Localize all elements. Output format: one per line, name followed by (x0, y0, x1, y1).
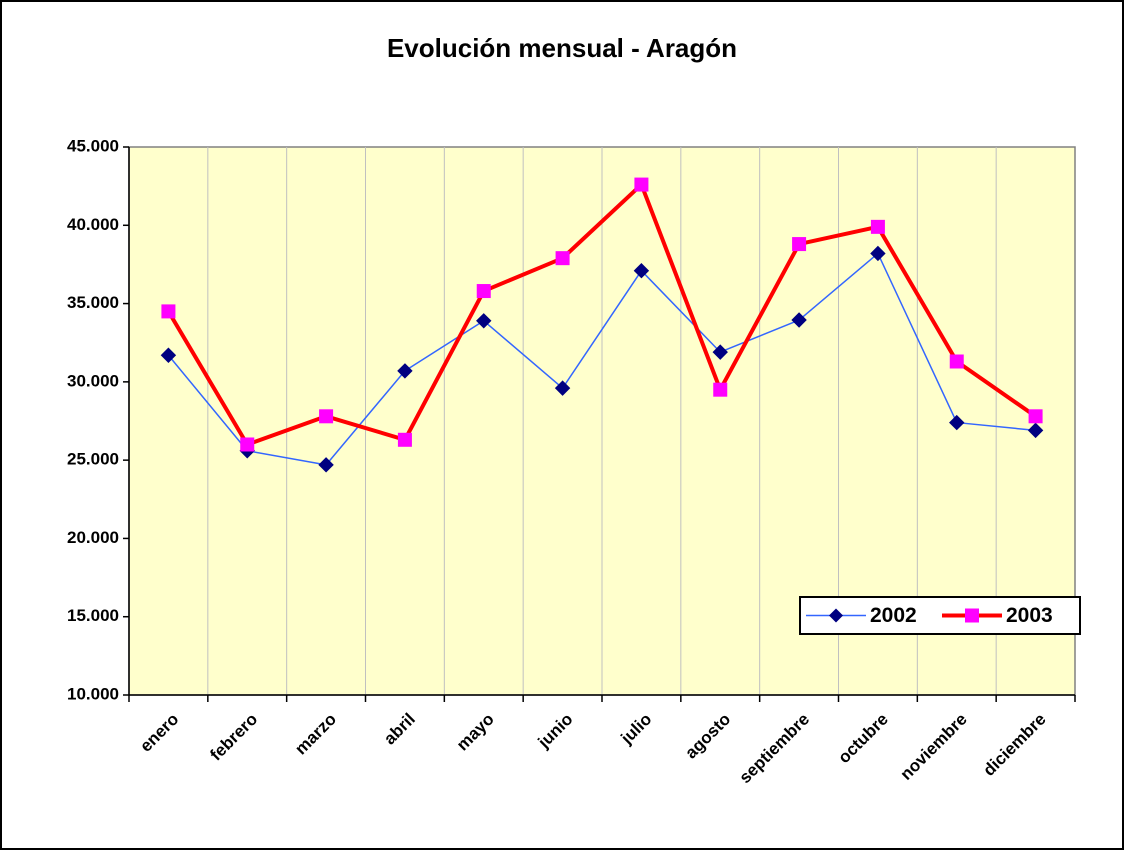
legend-label: 2003 (1006, 604, 1053, 627)
marker (791, 312, 807, 328)
marker (160, 347, 177, 363)
legend-label: 2002 (870, 604, 917, 627)
marker (476, 313, 492, 329)
marker (319, 409, 334, 424)
marker (240, 437, 255, 452)
marker (555, 251, 570, 266)
y-tick-label: 10.000 (67, 684, 119, 703)
series-line (167, 252, 1036, 466)
marker (633, 262, 650, 279)
legend-marker (829, 608, 843, 623)
y-tick-label: 35.000 (67, 293, 119, 312)
marker (1027, 422, 1044, 439)
marker (870, 219, 885, 234)
series-line (166, 182, 1037, 447)
marker (397, 432, 412, 447)
marker (554, 380, 571, 396)
y-tick-label: 20.000 (67, 528, 119, 547)
legend-box (799, 596, 1081, 635)
marker (476, 284, 491, 299)
marker (949, 414, 965, 431)
marker (712, 344, 728, 360)
marker (713, 382, 728, 397)
marker (318, 457, 334, 473)
legend-marker (965, 608, 979, 623)
marker (634, 177, 649, 192)
chart-title: Evolución mensual - Aragón (387, 33, 737, 63)
y-tick-label: 15.000 (67, 606, 119, 625)
marker (949, 354, 964, 369)
marker (161, 304, 176, 319)
y-tick-label: 30.000 (67, 371, 119, 390)
y-tick-label: 25.000 (67, 450, 119, 469)
marker (397, 363, 413, 379)
marker (870, 245, 886, 262)
y-tick-label: 40.000 (67, 215, 119, 234)
y-tick-label: 45.000 (67, 136, 119, 155)
marker (792, 237, 807, 252)
marker (1028, 409, 1043, 424)
